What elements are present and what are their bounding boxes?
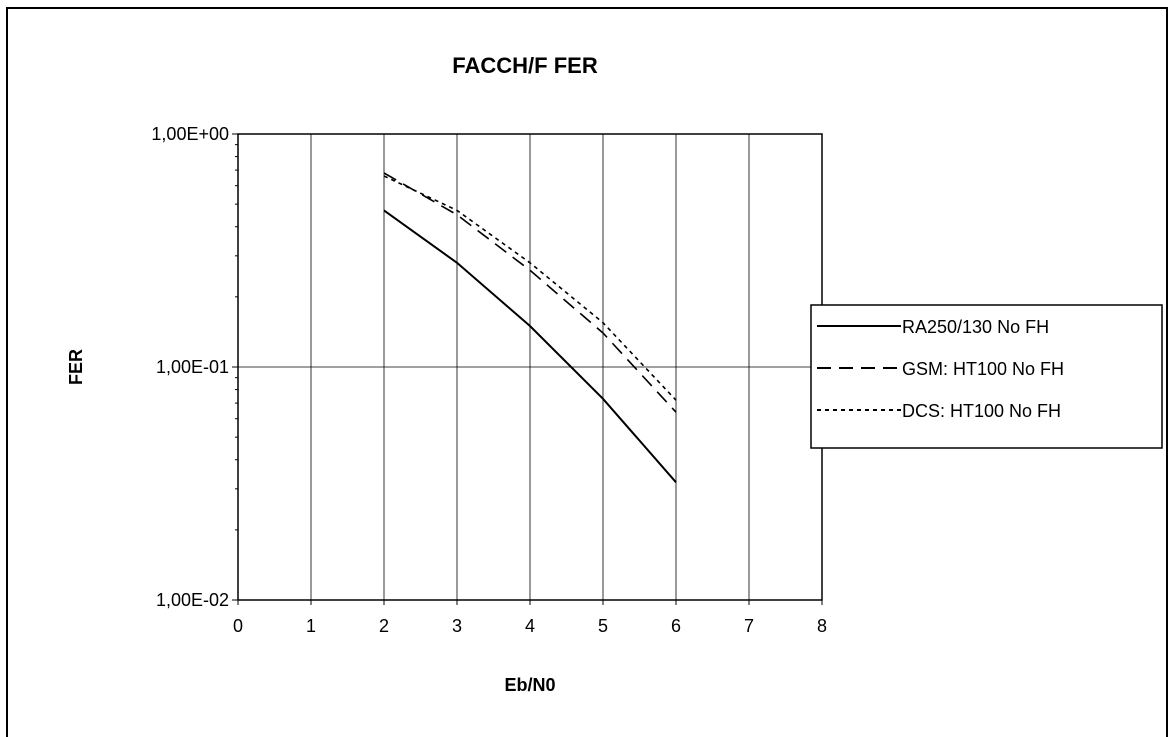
y-tick-label: 1,00E-01	[156, 357, 229, 377]
y-tick-label: 1,00E-02	[156, 590, 229, 610]
legend-label-3: DCS: HT100 No FH	[902, 401, 1061, 421]
x-tick-label: 5	[598, 616, 608, 636]
axis-ticks: 0 1 2 3 4 5 6 7 8 1,00E-02 1,00E-01 1,00E+00	[151, 124, 827, 636]
x-tick-label: 7	[744, 616, 754, 636]
x-tick-label: 3	[452, 616, 462, 636]
series-line-1	[383, 209, 677, 483]
y-axis-title: FER	[66, 349, 86, 385]
series-lines	[383, 172, 677, 483]
legend-label-1: RA250/130 No FH	[902, 317, 1049, 337]
x-tick-label: 8	[817, 616, 827, 636]
series-line-2	[383, 172, 677, 413]
legend: RA250/130 No FH GSM: HT100 No FH DCS: HT10…	[810, 304, 1163, 449]
x-tick-label: 0	[233, 616, 243, 636]
grid	[238, 134, 822, 600]
x-tick-label: 6	[671, 616, 681, 636]
chart-title: FACCH/F FER	[452, 53, 598, 78]
x-tick-label: 4	[525, 616, 535, 636]
series-line-3	[383, 175, 677, 401]
x-tick-label: 1	[306, 616, 316, 636]
legend-box	[810, 304, 1163, 449]
x-axis-title: Eb/N0	[504, 675, 555, 695]
chart-frame	[6, 7, 1168, 737]
x-tick-label: 2	[379, 616, 389, 636]
legend-label-2: GSM: HT100 No FH	[902, 359, 1064, 379]
y-tick-label: 1,00E+00	[151, 124, 229, 144]
